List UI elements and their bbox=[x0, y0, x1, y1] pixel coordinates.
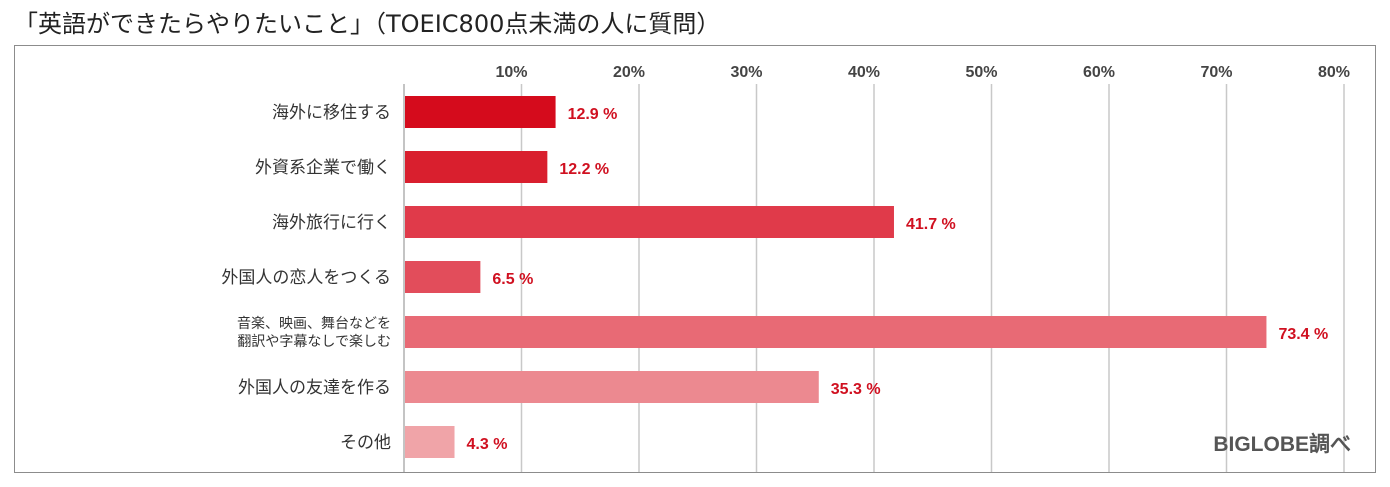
bar bbox=[405, 371, 819, 403]
bar-chart: 10% 20% 30% 40% 50% 60% 70% 80% 海外に移住する 12.9 % 外資系… bbox=[221, 64, 1351, 472]
category-label: 翻訳や字幕なしで楽しむ bbox=[237, 334, 391, 350]
data-label: 73.4 % bbox=[1278, 326, 1328, 343]
category-label: その他 bbox=[340, 433, 391, 453]
x-tick-label: 20% bbox=[613, 64, 645, 81]
category-label: 海外旅行に行く bbox=[272, 213, 391, 233]
x-tick-label: 10% bbox=[495, 64, 527, 81]
x-tick-label: 50% bbox=[965, 64, 997, 81]
bar bbox=[405, 96, 556, 128]
chart-frame: 10% 20% 30% 40% 50% 60% 70% 80% 海外に移住する 12.9 % 外資系… bbox=[14, 45, 1376, 473]
category-label: 音楽、映画、舞台などを bbox=[237, 315, 391, 332]
bar bbox=[405, 261, 481, 293]
category-label: 外国人の友達を作る bbox=[238, 378, 391, 398]
bar bbox=[405, 426, 455, 458]
x-tick-label: 40% bbox=[848, 64, 880, 81]
source-credit: BIGLOBE調べ bbox=[1213, 432, 1351, 456]
data-label: 6.5 % bbox=[492, 271, 533, 288]
data-label: 35.3 % bbox=[831, 381, 881, 398]
category-label: 外国人の恋人をつくる bbox=[221, 267, 391, 288]
x-tick-label: 70% bbox=[1200, 64, 1232, 81]
data-label: 41.7 % bbox=[906, 216, 956, 233]
bar bbox=[405, 151, 548, 183]
bar bbox=[405, 206, 894, 238]
data-label: 12.2 % bbox=[559, 161, 609, 178]
chart-title: 「英語ができたらやりたいこと」（TOEIC800点未満の人に質問） bbox=[14, 10, 721, 38]
category-label: 外資系企業で働く bbox=[255, 158, 391, 178]
x-tick-label: 60% bbox=[1083, 64, 1115, 81]
x-tick-label: 30% bbox=[730, 64, 762, 81]
data-label: 4.3 % bbox=[467, 436, 508, 453]
category-label: 海外に移住する bbox=[272, 103, 391, 123]
data-label: 12.9 % bbox=[568, 106, 618, 123]
x-tick-label: 80% bbox=[1318, 64, 1350, 81]
bar bbox=[405, 316, 1267, 348]
